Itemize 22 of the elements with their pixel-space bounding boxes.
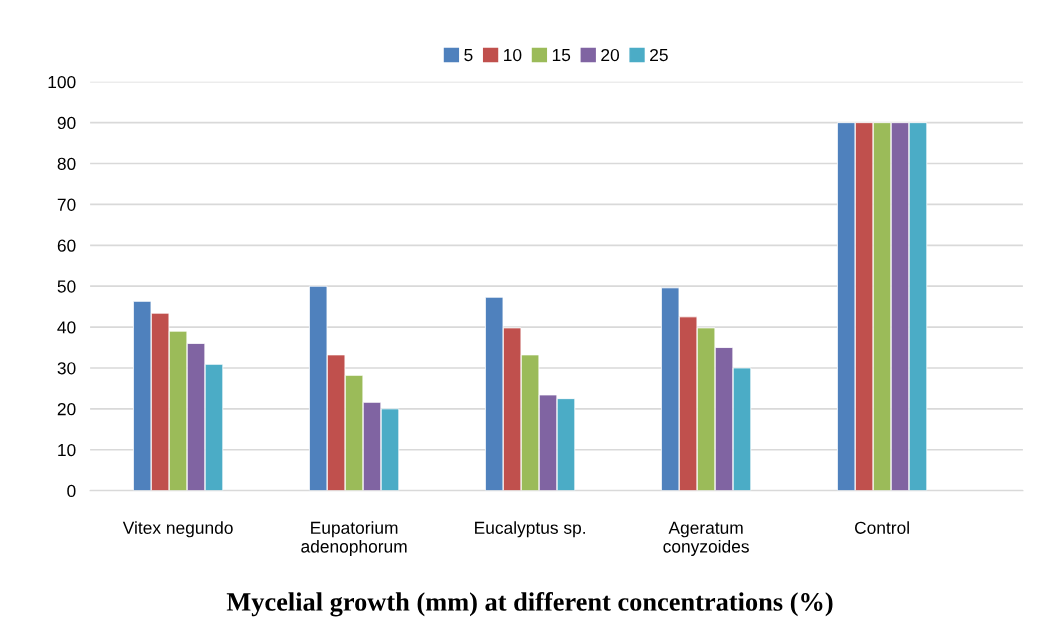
y-tick-label: 0 <box>67 484 76 498</box>
legend-label: 10 <box>504 48 522 62</box>
y-tick-label: 50 <box>57 280 76 293</box>
x-tick-label: Control <box>855 521 909 534</box>
y-tick-label: 100 <box>48 75 76 89</box>
y-tick-label: 60 <box>57 239 76 252</box>
text: Mycelial growth (mm) at different concentrations (%) <box>226 592 833 617</box>
y-tick-label: 80 <box>57 157 76 170</box>
x-tick-label: Vitex negundo <box>122 521 233 538</box>
y-tick-label: 90 <box>57 116 76 130</box>
x-tick-label: Ageratum conyzoides <box>663 521 749 557</box>
y-tick-label: 40 <box>57 321 76 334</box>
legend-label: 25 <box>650 48 668 62</box>
x-tick-label: Eucalyptus sp. <box>475 521 585 538</box>
y-tick-label: 70 <box>57 198 76 211</box>
y-tick-label: 10 <box>58 443 76 457</box>
y-tick-label: 20 <box>57 403 76 416</box>
x-tick-label: Eupatorium adenophorum <box>301 521 407 557</box>
legend-label: 20 <box>601 48 620 62</box>
legend-label: 5 <box>464 49 473 62</box>
legend-label: 15 <box>552 49 571 62</box>
y-tick-label: 30 <box>57 362 76 375</box>
